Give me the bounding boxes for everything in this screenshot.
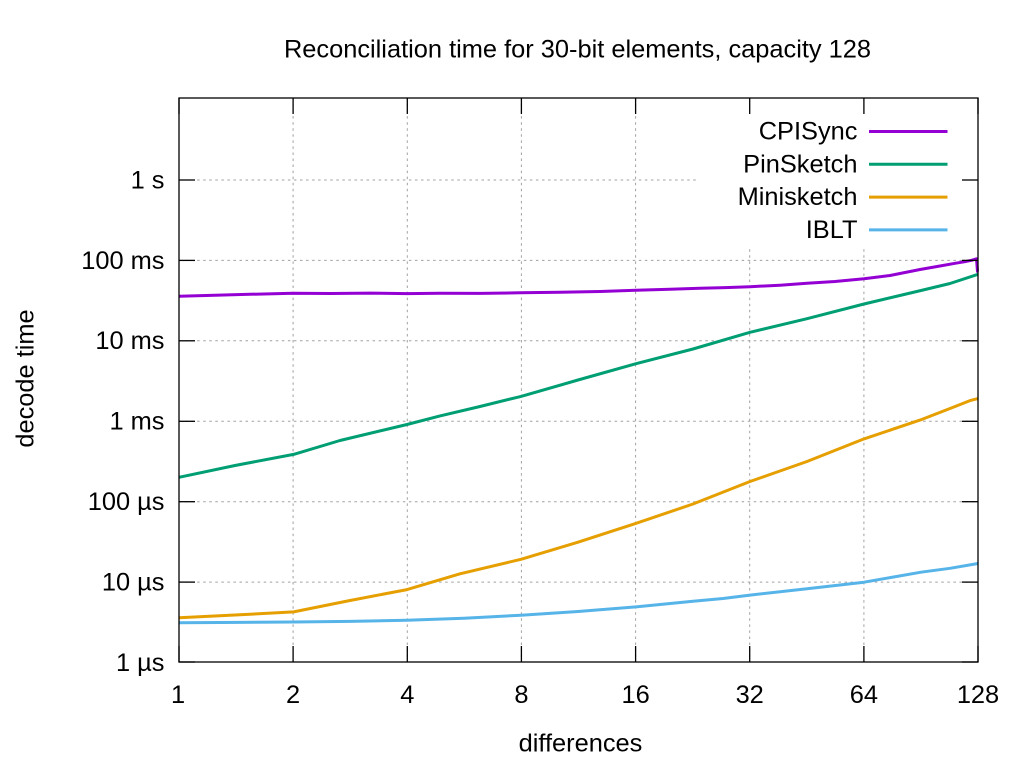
svg-text:Minisketch: Minisketch xyxy=(738,183,858,211)
svg-text:CPISync: CPISync xyxy=(759,118,858,146)
svg-text:1: 1 xyxy=(171,681,185,709)
svg-text:1 ms: 1 ms xyxy=(109,408,164,436)
svg-text:100 µs: 100 µs xyxy=(88,488,165,516)
svg-text:Reconciliation time for 30-bit: Reconciliation time for 30-bit elements,… xyxy=(284,35,871,63)
svg-text:10 µs: 10 µs xyxy=(102,569,165,597)
svg-text:4: 4 xyxy=(400,681,414,709)
svg-text:8: 8 xyxy=(514,681,528,709)
svg-text:128: 128 xyxy=(957,681,999,709)
svg-text:PinSketch: PinSketch xyxy=(743,150,857,178)
svg-text:1 s: 1 s xyxy=(131,166,165,194)
svg-text:16: 16 xyxy=(621,681,649,709)
svg-text:differences: differences xyxy=(519,729,643,757)
svg-text:decode time: decode time xyxy=(12,309,40,447)
svg-text:32: 32 xyxy=(736,681,764,709)
svg-text:100 ms: 100 ms xyxy=(81,247,164,275)
svg-text:1 µs: 1 µs xyxy=(116,649,165,677)
svg-text:IBLT: IBLT xyxy=(806,216,858,244)
svg-text:10 ms: 10 ms xyxy=(95,327,164,355)
svg-text:2: 2 xyxy=(286,681,300,709)
svg-text:64: 64 xyxy=(850,681,878,709)
